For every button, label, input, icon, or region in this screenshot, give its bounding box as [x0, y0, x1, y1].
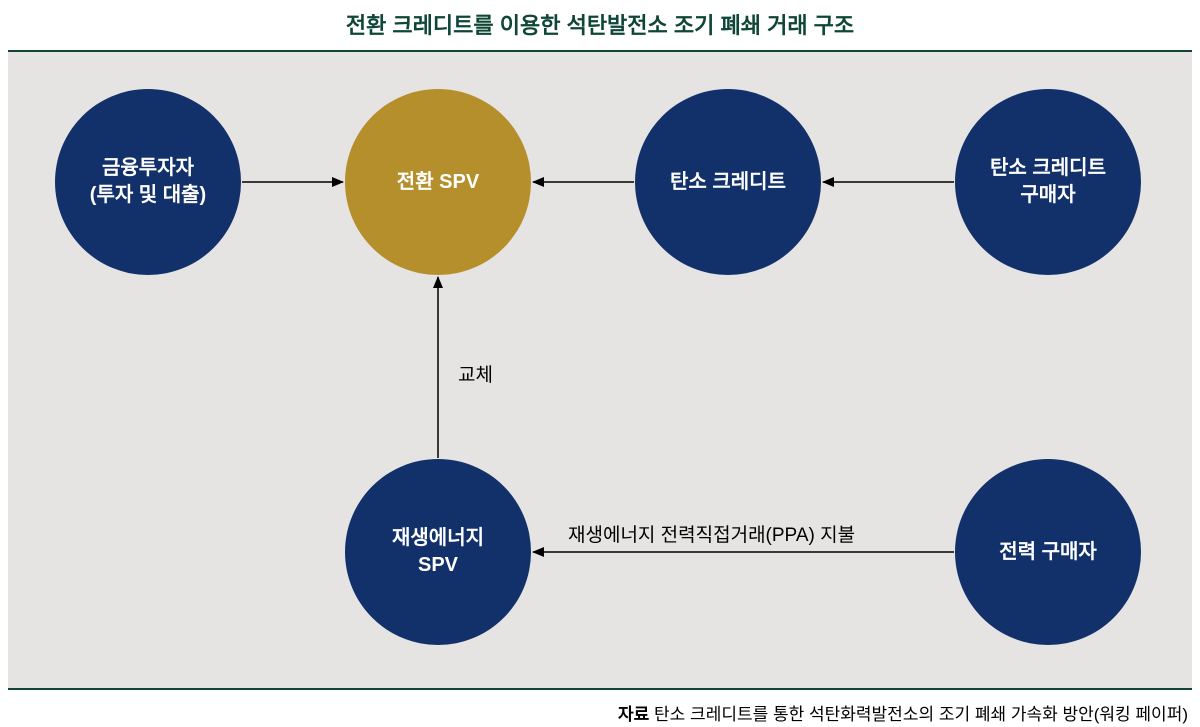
diagram-area: 금융투자자(투자 및 대출)전환 SPV탄소 크레디트탄소 크레디트구매자재생에…	[8, 50, 1192, 690]
node-label-line: 재생에너지	[392, 525, 484, 552]
node-renew: 재생에너지SPV	[345, 459, 531, 645]
edge-label: 교체	[458, 360, 493, 387]
node-spv: 전환 SPV	[345, 89, 531, 275]
node-label-line: SPV	[418, 552, 458, 579]
node-label-line: 구매자	[1020, 182, 1075, 209]
node-credit: 탄소 크레디트	[635, 89, 821, 275]
source-citation: 자료 탄소 크레디트를 통한 석탄화력발전소의 조기 폐쇄 가속화 방안(워킹 …	[618, 700, 1188, 725]
edge-label: 재생에너지 전력직접거래(PPA) 지불	[568, 520, 855, 547]
node-label-line: 전환 SPV	[397, 169, 479, 196]
node-power: 전력 구매자	[955, 459, 1141, 645]
node-label-line: 탄소 크레디트	[670, 169, 786, 196]
node-investor: 금융투자자(투자 및 대출)	[55, 89, 241, 275]
node-label-line: (투자 및 대출)	[90, 182, 206, 209]
source-text: 탄소 크레디트를 통한 석탄화력발전소의 조기 폐쇄 가속화 방안(워킹 페이퍼…	[654, 705, 1188, 724]
node-buyer: 탄소 크레디트구매자	[955, 89, 1141, 275]
node-label-line: 탄소 크레디트	[990, 155, 1106, 182]
node-label-line: 금융투자자	[102, 155, 194, 182]
node-label-line: 전력 구매자	[999, 539, 1097, 566]
source-label: 자료	[618, 705, 649, 724]
diagram-title: 전환 크레디트를 이용한 석탄발전소 조기 폐쇄 거래 구조	[0, 0, 1200, 50]
diagram-container: 전환 크레디트를 이용한 석탄발전소 조기 폐쇄 거래 구조 금융투자자(투자 …	[0, 0, 1200, 690]
